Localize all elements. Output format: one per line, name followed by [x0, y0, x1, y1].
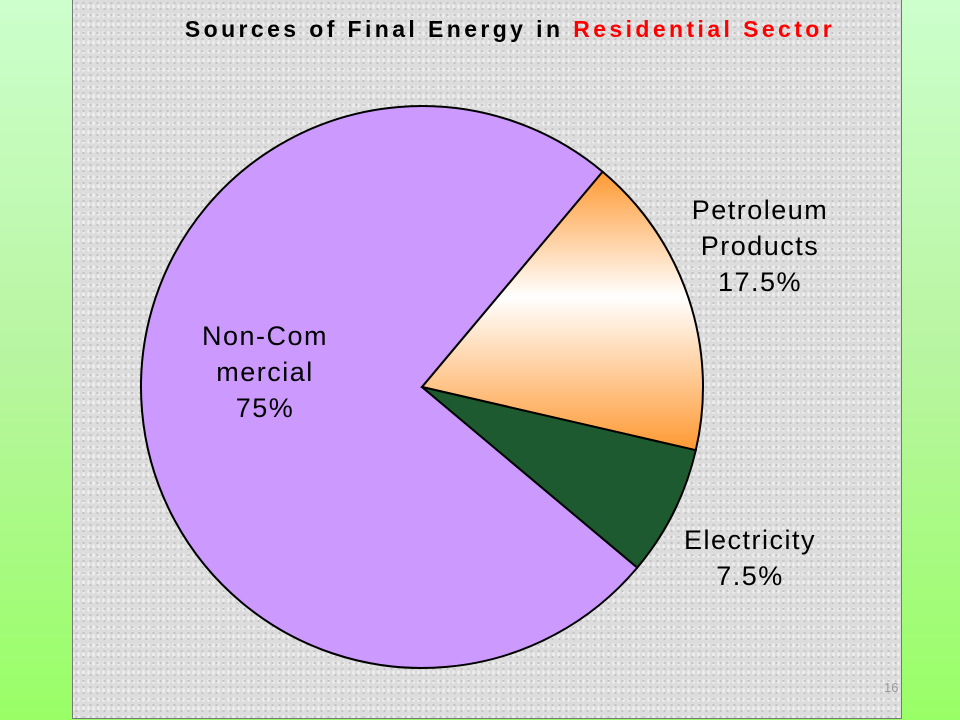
- pie-slice: [421, 386, 697, 570]
- chart-title: Sources of Final Energy in Residential S…: [175, 4, 845, 54]
- value-label: 17.5%: [717, 267, 803, 297]
- slide-number: 16: [884, 680, 899, 695]
- title-text: Sources of Final Energy in: [184, 16, 564, 42]
- category-label: Petroleum Products: [691, 195, 829, 261]
- category-label: Electricity: [683, 525, 816, 555]
- slice-label: Petroleum Products 17.5%: [640, 192, 880, 300]
- title-highlight: Residential Sector: [573, 16, 836, 42]
- category-label: Non-Commercial: [201, 321, 329, 387]
- slice-label: Non-Commercial 75%: [155, 318, 375, 426]
- pie-slice: [140, 105, 639, 669]
- value-label: 75%: [235, 393, 295, 423]
- value-label: 7.5%: [716, 561, 784, 591]
- pie-slice: [420, 170, 704, 452]
- slice-label: Electricity 7.5%: [650, 522, 850, 594]
